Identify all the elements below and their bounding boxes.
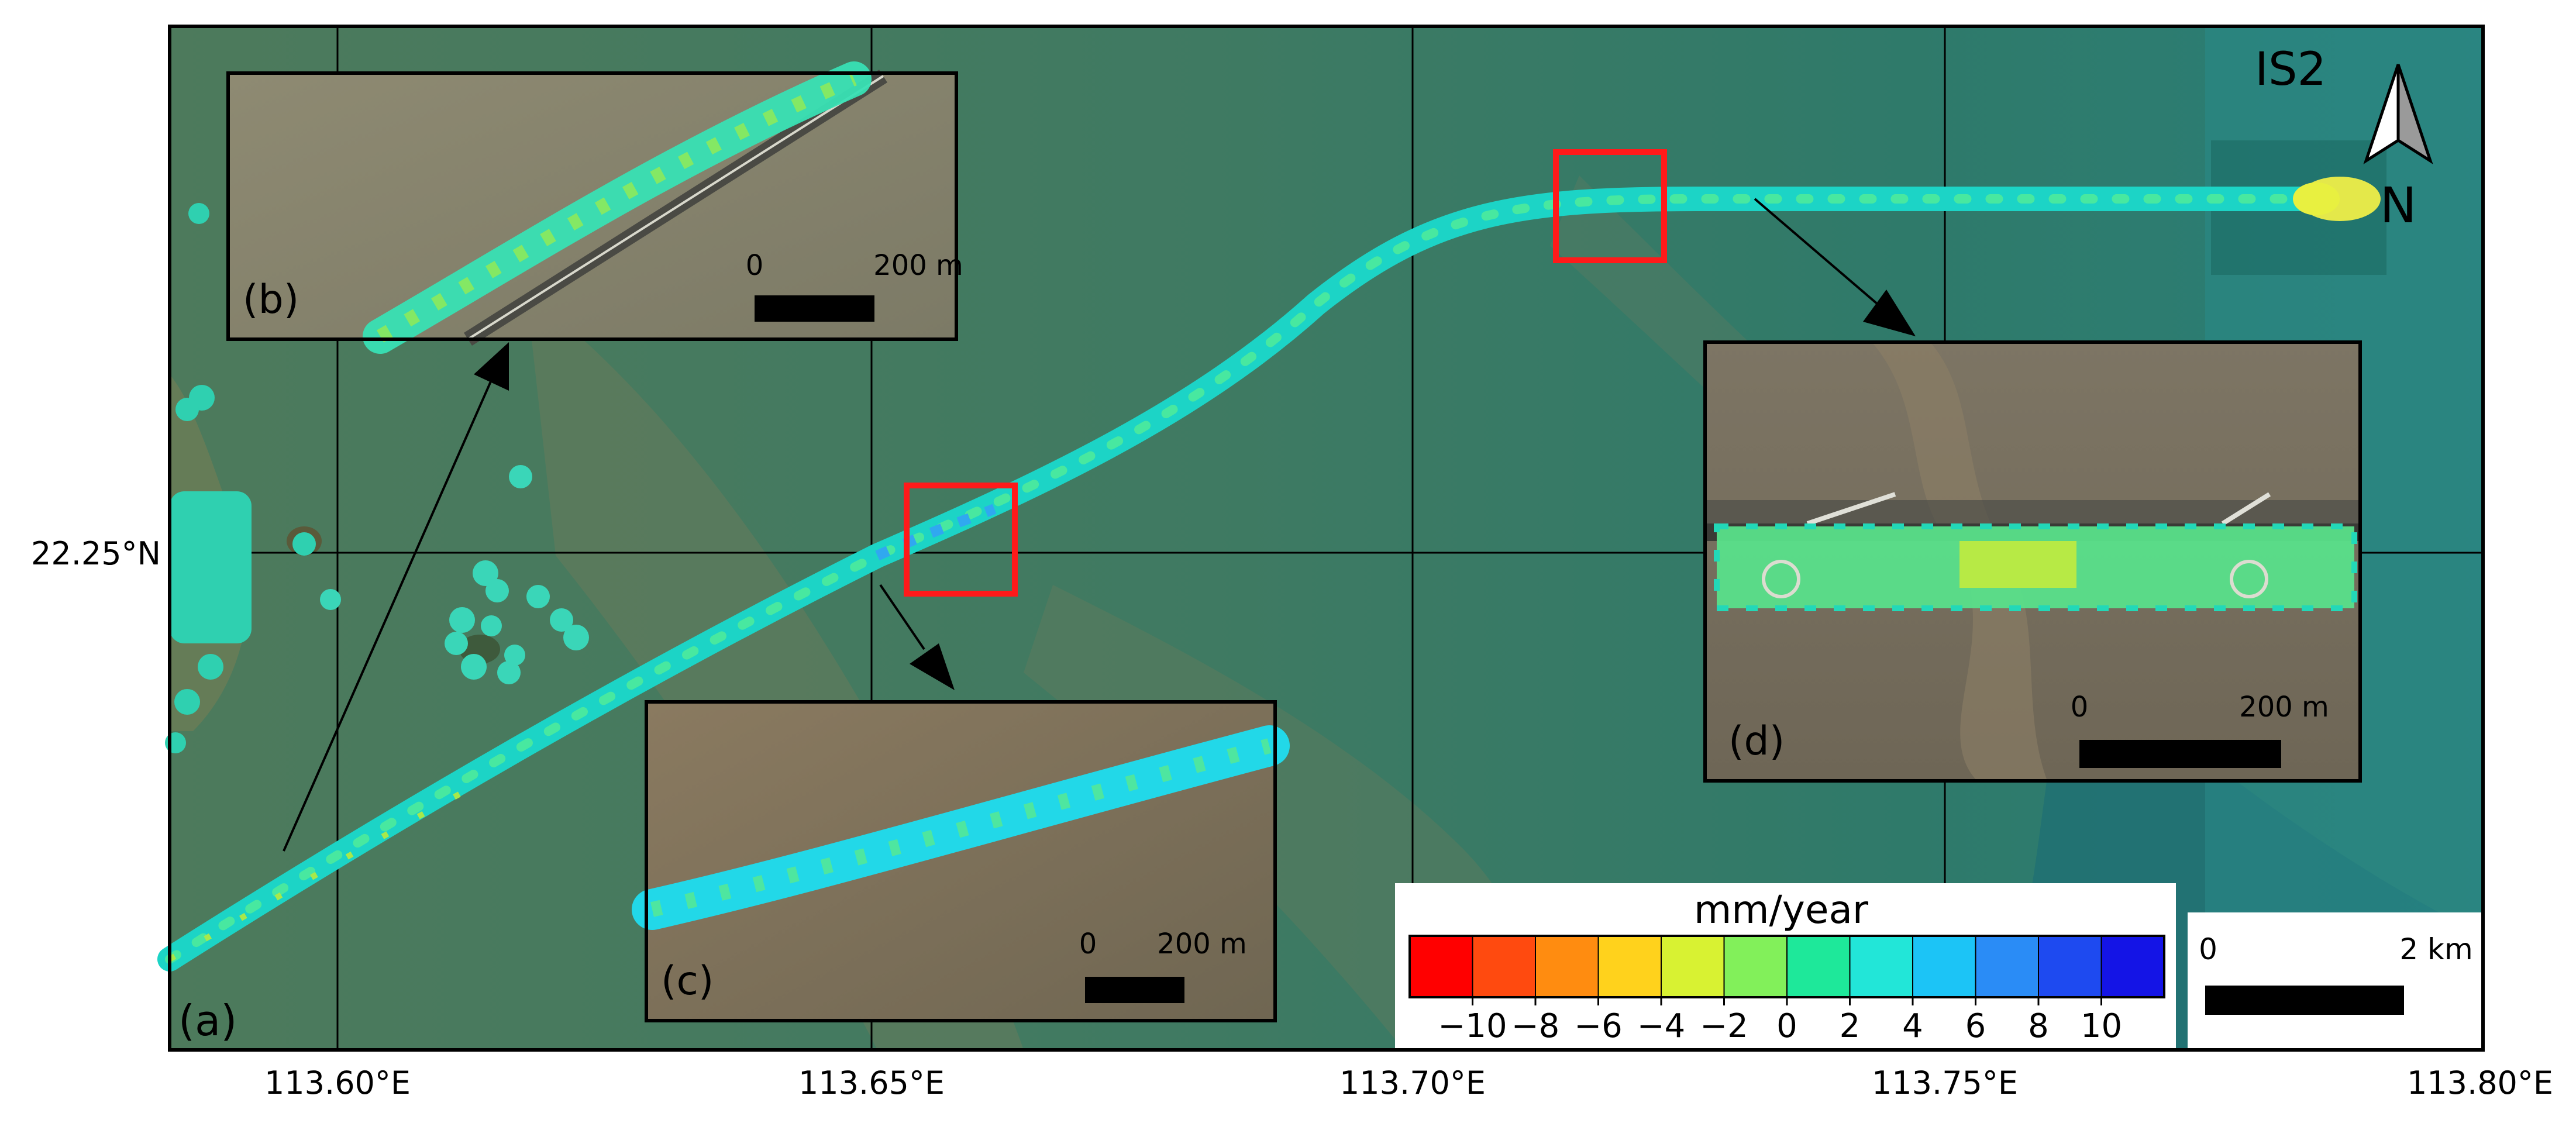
inset-d-scale-bar [2079, 740, 2281, 768]
axis-labels: 113.60°E 113.65°E 113.70°E 113.75°E 113.… [31, 535, 2553, 1101]
ps-track [157, 177, 2381, 972]
legend-title: mm/year [1694, 887, 1869, 932]
ps-scatter [320, 465, 589, 684]
inset-b-ps-detail [376, 72, 857, 343]
legend-tick-label: −4 [1637, 1007, 1686, 1045]
legend-ticks: −10 −8 −6 −4 −2 0 2 4 6 8 10 [1438, 997, 2122, 1045]
arrow-to-b [283, 380, 493, 852]
legend-swatch [1849, 935, 1913, 998]
ps-scatter-coast [165, 203, 316, 753]
legend-tick-label: 0 [1776, 1007, 1797, 1045]
inset-c-scale-end: 200 m [1157, 928, 1247, 960]
scalebar-bar [2205, 986, 2404, 1015]
inset-b-scale-bar [755, 295, 874, 322]
inset-b-label: (b) [243, 277, 299, 323]
arrow-to-c [879, 584, 925, 650]
inset-d: (d) 0 200 m [1703, 340, 2362, 783]
inset-b-scale-zero: 0 [746, 249, 764, 282]
inset-d-ps-detail [1714, 523, 2357, 611]
map-frame [168, 25, 2485, 1052]
legend-swatch [1535, 935, 1599, 998]
inset-d-bridge-shadow [1705, 500, 2360, 523]
inset-d-frame [1703, 340, 2362, 783]
arrow-to-b-head [474, 342, 509, 391]
callout-arrows [283, 198, 1916, 852]
lon-label-0: 113.60°E [264, 1065, 411, 1101]
legend-swatch [1786, 935, 1851, 998]
inset-b-frame [226, 71, 958, 341]
legend-tick-label: 8 [2028, 1007, 2049, 1045]
legend-swatch [1472, 935, 1536, 998]
arrow-to-d-head [1863, 290, 1916, 336]
legend-swatch [1912, 935, 1976, 998]
inset-d-pier [1762, 560, 1800, 598]
inset-c: (c) 0 200 m [632, 700, 1290, 1022]
legend-tick-label: 6 [1965, 1007, 1986, 1045]
lon-label-3: 113.75°E [1872, 1065, 2018, 1101]
legend-tick-label: 4 [1902, 1007, 1923, 1045]
inset-d-pylon [2221, 492, 2271, 526]
legend-swatch [1723, 935, 1788, 998]
scalebar-zero: 0 [2199, 932, 2217, 966]
legend-tick-label: −8 [1511, 1007, 1560, 1045]
highlight-box-c [904, 483, 1018, 597]
legend-colorbar [1408, 935, 2165, 998]
inset-b: (b) 0 200 m [226, 61, 963, 354]
inset-b-bridge-edge [467, 75, 884, 340]
legend-swatch [1409, 935, 1473, 998]
inset-c-scale-zero: 0 [1079, 928, 1097, 960]
north-label: N [2380, 177, 2417, 234]
site-label-IS2: IS2 [2255, 43, 2326, 96]
legend-tick-label: 10 [2081, 1007, 2122, 1045]
legend-tick-label: −6 [1574, 1007, 1623, 1045]
legend-tick-label: 2 [1840, 1007, 1861, 1045]
legend-swatch [1975, 935, 2039, 998]
map-scalebar: 0 2 km [2188, 912, 2483, 1050]
inset-b-scale-end: 200 m [873, 249, 963, 282]
legend-tick-label: −2 [1700, 1007, 1748, 1045]
inset-d-pier [2230, 560, 2268, 598]
lon-label-1: 113.65°E [798, 1065, 945, 1101]
inset-c-frame [645, 700, 1277, 1022]
inset-c-scale-bar [1085, 977, 1184, 1003]
lon-label-2: 113.70°E [1339, 1065, 1486, 1101]
legend: mm/year −10 −8 −6 −4 −2 0 2 4 6 8 10 [1395, 883, 2176, 1050]
inset-c-ps-detail [650, 738, 1272, 917]
legend-swatch [2100, 935, 2165, 998]
inset-d-sediment [1872, 342, 2047, 781]
scalebar-box [2188, 912, 2483, 1050]
panel-a-label: (a) [178, 996, 237, 1045]
arrow-to-c-head [910, 643, 955, 690]
north-arrow: N [2363, 64, 2433, 234]
inset-d-pylon [1806, 492, 1896, 526]
inset-d-label: (d) [1728, 718, 1785, 764]
north-arrow-right [2396, 64, 2433, 164]
scalebar-end: 2 km [2399, 932, 2472, 966]
ps-island-cluster [2293, 182, 2340, 215]
legend-swatch [2038, 935, 2102, 998]
highlight-box-d [1553, 149, 1667, 263]
inset-d-scale-zero: 0 [2071, 691, 2089, 724]
legend-swatch [1597, 935, 1662, 998]
inset-c-label: (c) [661, 958, 714, 1004]
legend-tick-label: −10 [1438, 1007, 1507, 1045]
lat-label-0: 22.25°N [31, 535, 161, 572]
lon-label-4: 113.80°E [2407, 1065, 2553, 1101]
ps-track-detail [165, 194, 2344, 964]
legend-swatch [1661, 935, 1725, 998]
inset-d-scale-end: 200 m [2239, 691, 2329, 724]
inset-d-ps-hot [1959, 541, 2076, 588]
arrow-to-d [1754, 198, 1879, 305]
